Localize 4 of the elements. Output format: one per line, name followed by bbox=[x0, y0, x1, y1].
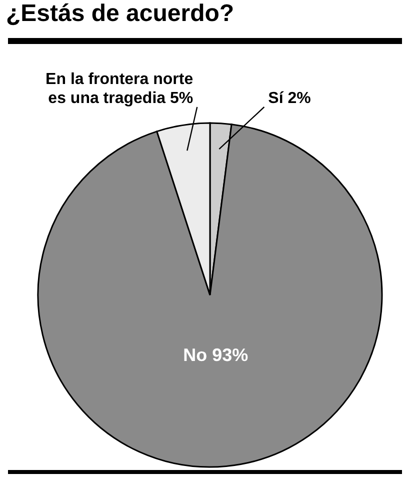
slice-label: Sí 2% bbox=[268, 90, 311, 107]
chart-title: ¿Estás de acuerdo? bbox=[6, 0, 234, 28]
slice-label: En la frontera norte es una tragedia 5% bbox=[46, 71, 194, 107]
slice-label: No 93% bbox=[183, 344, 248, 365]
